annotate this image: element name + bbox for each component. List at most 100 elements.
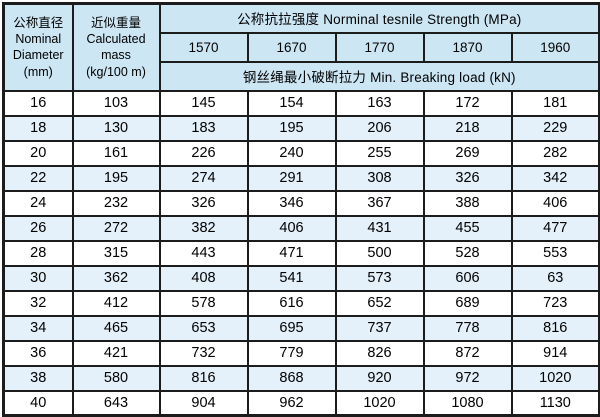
- breaking-load-cell: 920: [334, 364, 425, 392]
- breaking-load-cell: 872: [422, 339, 513, 367]
- breaking-load-cell: 455: [422, 214, 513, 242]
- mass-column-header: 近似重量 Calculated mass (kg/100 m): [71, 2, 161, 92]
- breaking-load-cell: 406: [246, 214, 337, 242]
- diameter-cell: 38: [2, 364, 74, 392]
- breaking-load-cell: 229: [510, 114, 600, 142]
- mass-header-unit: (kg/100 m): [86, 64, 146, 79]
- table-row: 32 412 578 616 652 689 723: [2, 289, 600, 317]
- mass-cell: 580: [71, 364, 161, 392]
- breaking-load-cell: 183: [158, 114, 249, 142]
- breaking-load-cell: 732: [158, 339, 249, 367]
- breaking-load-cell: 326: [422, 164, 513, 192]
- breaking-load-cell: 443: [158, 239, 249, 267]
- breaking-load-cell: 269: [422, 139, 513, 167]
- breaking-load-cell: 737: [334, 314, 425, 342]
- breaking-load-cell: 346: [246, 189, 337, 217]
- mass-cell: 465: [71, 314, 161, 342]
- mass-header-cn: 近似重量: [90, 15, 141, 30]
- diameter-column-header: 公称直径 Nominal Diameter (mm): [2, 2, 74, 92]
- breaking-load-cell: 606: [422, 264, 513, 292]
- mass-header-en2: mass: [101, 48, 131, 63]
- diameter-cell: 22: [2, 164, 74, 192]
- table-row: 24 232 326 346 367 388 406: [2, 189, 600, 217]
- breaking-load-cell: 195: [246, 114, 337, 142]
- diameter-cell: 20: [2, 139, 74, 167]
- breaking-load-cell: 406: [510, 189, 600, 217]
- breaking-load-cell: 163: [334, 89, 425, 117]
- diameter-header-cn: 公称直径: [13, 15, 64, 30]
- breaking-load-cell: 689: [422, 289, 513, 317]
- breaking-load-cell: 206: [334, 114, 425, 142]
- mass-cell: 412: [71, 289, 161, 317]
- breaking-load-cell: 291: [246, 164, 337, 192]
- diameter-cell: 40: [2, 389, 74, 417]
- table-row: 22 195 274 291 308 326 342: [2, 164, 600, 192]
- breaking-load-cell: 695: [246, 314, 337, 342]
- mass-cell: 103: [71, 89, 161, 117]
- breaking-load-cell: 1080: [422, 389, 513, 417]
- breaking-load-cell: 1020: [510, 364, 600, 392]
- diameter-cell: 26: [2, 214, 74, 242]
- breaking-load-cell: 388: [422, 189, 513, 217]
- header-row-grades: 1570 1670 1770 1870 1960: [4, 31, 600, 63]
- breaking-load-cell: 63: [510, 264, 600, 292]
- mass-cell: 315: [71, 239, 161, 267]
- breaking-load-cell: 816: [510, 314, 600, 342]
- breaking-load-cell: 826: [334, 339, 425, 367]
- breaking-load-cell: 408: [158, 264, 249, 292]
- breaking-load-cell: 779: [246, 339, 337, 367]
- table-row: 36 421 732 779 826 872 914: [2, 339, 600, 367]
- mass-cell: 195: [71, 164, 161, 192]
- breaking-load-cell: 962: [246, 389, 337, 417]
- breaking-load-cell: 367: [334, 189, 425, 217]
- diameter-cell: 18: [2, 114, 74, 142]
- grade-1870-header: 1870: [422, 31, 513, 63]
- header-row-breaking-load: 钢丝绳最小破断拉力 Min. Breaking load (kN): [4, 60, 600, 92]
- breaking-load-cell: 723: [510, 289, 600, 317]
- breaking-load-cell: 382: [158, 214, 249, 242]
- mass-header-en1: Calculated: [86, 32, 146, 46]
- table-row: 20 161 226 240 255 269 282: [2, 139, 600, 167]
- breaking-load-cell: 553: [510, 239, 600, 267]
- mass-cell: 643: [71, 389, 161, 417]
- breaking-load-cell: 274: [158, 164, 249, 192]
- breaking-load-cell: 240: [246, 139, 337, 167]
- table-header: 公称直径 Nominal Diameter (mm) 近似重量 Calculat…: [2, 2, 600, 92]
- header-row-1: 公称直径 Nominal Diameter (mm) 近似重量 Calculat…: [2, 2, 600, 92]
- diameter-cell: 36: [2, 339, 74, 367]
- breaking-load-cell: 528: [422, 239, 513, 267]
- breaking-load-cell: 904: [158, 389, 249, 417]
- breaking-load-cell: 255: [334, 139, 425, 167]
- breaking-load-cell: 282: [510, 139, 600, 167]
- diameter-cell: 24: [2, 189, 74, 217]
- table-row: 26 272 382 406 431 455 477: [2, 214, 600, 242]
- diameter-cell: 28: [2, 239, 74, 267]
- breaking-load-cell: 541: [246, 264, 337, 292]
- breaking-load-cell: 172: [422, 89, 513, 117]
- grade-1770-header: 1770: [334, 31, 425, 63]
- breaking-load-cell: 778: [422, 314, 513, 342]
- breaking-load-cell: 653: [158, 314, 249, 342]
- breaking-load-cell: 868: [246, 364, 337, 392]
- diameter-header-en1: Nominal: [15, 32, 62, 46]
- breaking-load-cell: 573: [334, 264, 425, 292]
- breaking-load-cell: 145: [158, 89, 249, 117]
- mass-cell: 272: [71, 214, 161, 242]
- breaking-load-cell: 154: [246, 89, 337, 117]
- mass-cell: 232: [71, 189, 161, 217]
- breaking-load-cell: 181: [510, 89, 600, 117]
- tensile-strength-header: 公称抗拉强度 Norminal tesnile Strength (MPa): [158, 2, 600, 34]
- diameter-header-en2: Diameter: [12, 48, 64, 63]
- breaking-load-cell: 431: [334, 214, 425, 242]
- mass-cell: 362: [71, 264, 161, 292]
- breaking-load-cell: 308: [334, 164, 425, 192]
- breaking-load-cell: 500: [334, 239, 425, 267]
- breaking-load-cell: 226: [158, 139, 249, 167]
- table-row: 38 580 816 868 920 972 1020: [2, 364, 600, 392]
- breaking-load-cell: 1020: [334, 389, 425, 417]
- table-body: 16 103 145 154 163 172 181 18 130 183 195 206 218 229…: [2, 89, 600, 417]
- diameter-cell: 16: [2, 89, 74, 117]
- diameter-cell: 30: [2, 264, 74, 292]
